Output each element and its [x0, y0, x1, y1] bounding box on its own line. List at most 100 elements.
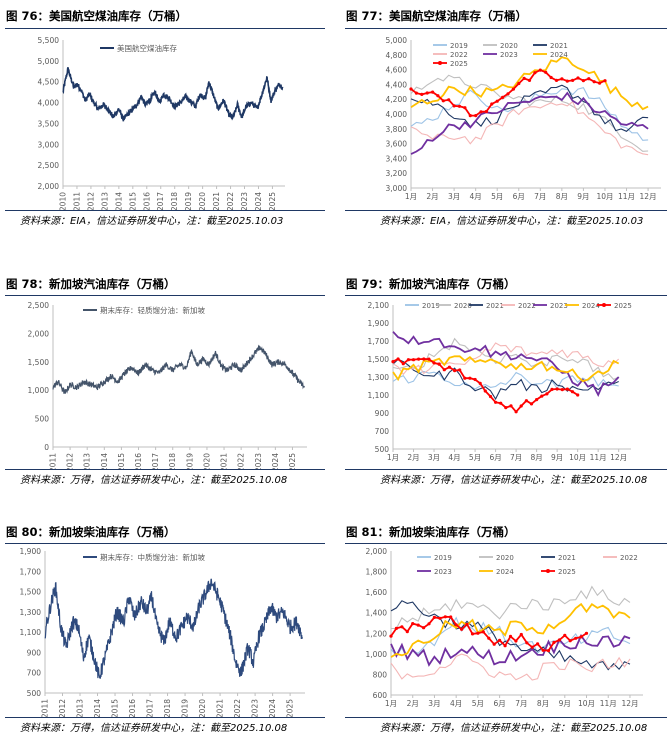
- x-tick-label: 2月: [407, 699, 419, 708]
- x-tick-label: 2018: [163, 699, 172, 717]
- series-point-2025: [499, 401, 503, 405]
- source-note-fig80: 资料来源：万得，信达证券研发中心，注：截至2025.10.08: [20, 723, 288, 734]
- x-tick-label: 3月: [428, 699, 440, 708]
- y-tick-label: 5,000: [38, 57, 60, 66]
- legend-label: 2020: [496, 554, 514, 562]
- series-point-2025: [460, 627, 464, 631]
- series-point-2025: [533, 71, 537, 75]
- chart-title-fig78: 图 78：新加坡汽油库存（万桶）: [6, 277, 176, 291]
- series-point-2025: [576, 76, 580, 80]
- series-line-2024: [390, 602, 631, 658]
- legend-label: 2024: [582, 302, 600, 310]
- series-point-2025: [411, 622, 415, 626]
- title-rule-fig79: [345, 295, 667, 296]
- chart-title-fig76: 图 76：美国航空煤油库存（万桶）: [6, 9, 188, 23]
- source-rule-fig78: [5, 469, 325, 470]
- y-tick-label: 2,000: [28, 329, 50, 338]
- legend-label: 2022: [620, 554, 638, 562]
- y-tick-label: 2,100: [368, 301, 390, 310]
- y-tick-label: 1,100: [368, 391, 390, 400]
- x-tick-label: 2024: [268, 699, 277, 717]
- source-note-fig79: 资料来源：万得，信达证券研发中心，注：截至2025.10.08: [380, 475, 648, 486]
- legend-label: 2023: [550, 302, 568, 310]
- series-line-2019: [390, 616, 631, 660]
- legend-label: 2020: [454, 302, 472, 310]
- series-line-2023: [410, 91, 649, 155]
- series-point-2025: [449, 615, 453, 619]
- y-tick-label: 1,700: [20, 567, 42, 576]
- y-tick-label: 5,500: [38, 36, 60, 45]
- x-tick-label: 2023: [240, 192, 249, 210]
- y-tick-label: 1,900: [368, 319, 390, 328]
- series-point-2025: [570, 390, 575, 394]
- series-point-2025: [474, 114, 478, 118]
- chart-title-fig77: 图 77：美国航空煤油库存（万桶）: [346, 9, 528, 23]
- x-tick-label: 12月: [640, 192, 657, 201]
- legend-marker: [602, 303, 606, 307]
- x-tick-label: 2016: [128, 699, 137, 717]
- chart-title-fig79: 图 79：新加坡汽油库存（万桶）: [346, 277, 516, 291]
- series-point-2025: [527, 78, 532, 82]
- x-tick-label: 2014: [100, 453, 109, 469]
- x-tick-label: 2024: [254, 192, 263, 210]
- series-point-2025: [568, 639, 572, 643]
- y-tick-label: 4,000: [38, 99, 60, 108]
- series-point-2025: [478, 381, 482, 385]
- series-point-2025: [389, 634, 393, 638]
- x-tick-label: 2017: [151, 453, 160, 469]
- legend-label: 期末库存：轻质馏分油：新加坡: [100, 305, 205, 315]
- series-point-2025: [504, 406, 508, 410]
- legend-label: 2023: [434, 568, 452, 576]
- series-point-2025: [494, 400, 498, 404]
- series-point-2025: [481, 630, 485, 634]
- series-point-2025: [579, 635, 583, 639]
- y-tick-label: 3,200: [386, 169, 408, 178]
- x-tick-label: 8月: [537, 699, 549, 708]
- source-note-fig76: 资料来源：EIA，信达证券研发中心，注：截至2025.10.03: [20, 216, 284, 227]
- legend-label: 2022: [450, 51, 468, 59]
- x-tick-label: 2022: [233, 699, 242, 717]
- x-tick-label: 7月: [510, 453, 522, 462]
- series-point-2025: [422, 626, 426, 630]
- x-tick-label: 2011: [49, 453, 58, 469]
- series-point-2025: [414, 91, 418, 95]
- x-tick-label: 9月: [559, 699, 571, 708]
- y-tick-label: 3,800: [386, 125, 408, 134]
- x-tick-label: 5月: [472, 699, 484, 708]
- series-point-2025: [492, 642, 496, 646]
- series-point-2025: [417, 357, 421, 361]
- series-point-2025: [438, 616, 442, 620]
- series-point-2025: [484, 109, 488, 114]
- series-line-2022: [410, 100, 649, 156]
- x-tick-label: 2022: [237, 453, 246, 469]
- series-point-2025: [447, 365, 451, 369]
- x-tick-label: 5月: [491, 192, 503, 201]
- series-point-2025: [514, 639, 518, 643]
- series-point-2025: [535, 398, 539, 402]
- x-tick-label: 2012: [66, 453, 75, 469]
- y-tick-label: 0: [44, 443, 49, 452]
- series-line-2020: [410, 74, 649, 152]
- series-point-2025: [432, 361, 436, 365]
- y-tick-label: 700: [27, 669, 42, 678]
- y-tick-label: 4,600: [386, 66, 408, 75]
- chart-title-fig80: 图 80：新加坡柴油库存（万桶）: [6, 525, 176, 539]
- y-tick-label: 2,000: [38, 182, 60, 191]
- y-tick-label: 800: [373, 670, 388, 679]
- x-tick-label: 2021: [220, 453, 229, 469]
- y-tick-label: 4,500: [38, 78, 60, 87]
- source-rule-fig79: [345, 469, 667, 470]
- series-point-2025: [436, 94, 440, 98]
- legend-label: 2021: [486, 302, 504, 310]
- chart-fig81: 600 800 1,000 1,200 1,400 1,600 1,800 2,000 1月 2月…: [366, 547, 643, 708]
- x-tick-label: 2020: [198, 699, 207, 717]
- series-point-2025: [400, 625, 404, 629]
- title-rule-fig78: [5, 295, 325, 296]
- source-rule-fig80: [5, 717, 325, 718]
- legend-label: 2023: [500, 51, 518, 59]
- x-tick-label: 8月: [556, 192, 568, 201]
- source-rule-fig77: [345, 210, 667, 211]
- x-tick-label: 2022: [226, 192, 235, 210]
- series-line-2020: [391, 585, 631, 630]
- x-tick-label: 2013: [83, 453, 92, 469]
